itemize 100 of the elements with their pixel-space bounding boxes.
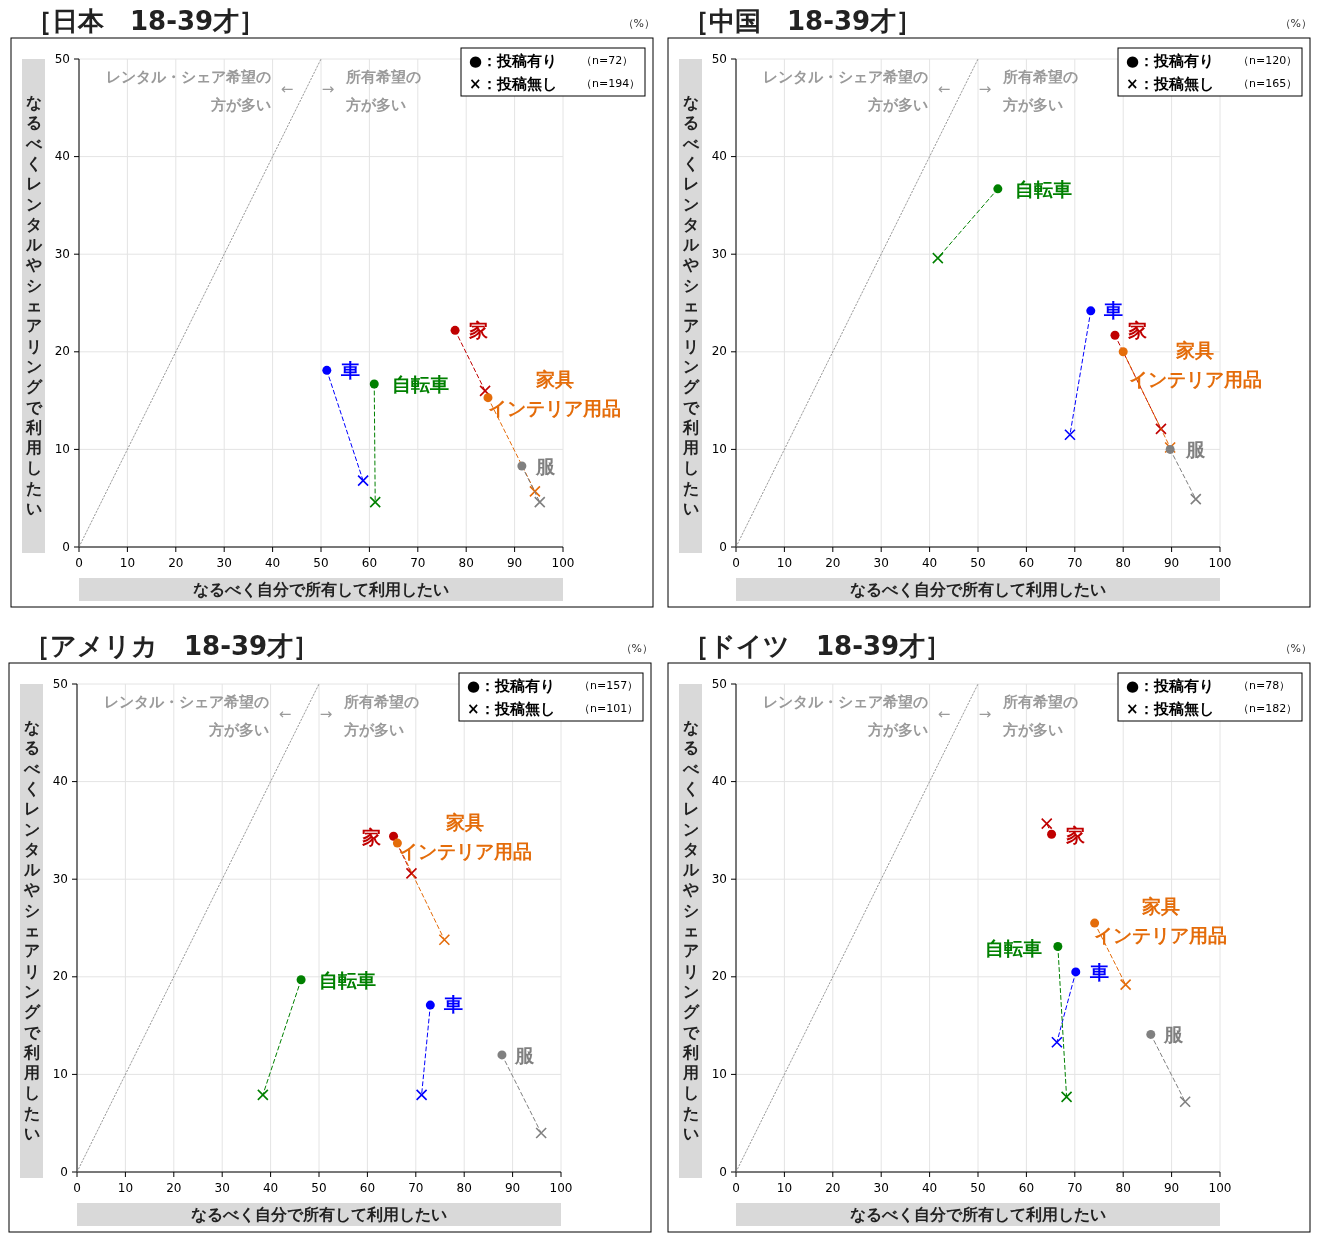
x-tick-label: 50 <box>311 1180 327 1195</box>
annotation: レンタル・シェア希望の <box>104 692 269 711</box>
text: （n=78） <box>1238 679 1291 692</box>
series-label: 車 <box>340 358 361 381</box>
chart-title: ［アメリカ 18-39才］ <box>24 631 320 661</box>
point <box>369 496 382 508</box>
x-axis-title: なるべく自分で所有して利用したい <box>850 1204 1106 1224</box>
y-tick-label: 0 <box>62 539 70 554</box>
y-tick-label: 50 <box>54 51 70 66</box>
y-tick-label: 10 <box>711 441 727 456</box>
point <box>357 474 369 487</box>
series-label: 服 <box>1163 1022 1185 1045</box>
x-tick-label: 20 <box>825 1180 841 1195</box>
series-label: 自転車 <box>985 936 1043 959</box>
point <box>389 831 399 841</box>
annotation: ×：投稿無し <box>467 699 555 718</box>
point <box>1110 330 1120 340</box>
text: （n=165） <box>1238 77 1298 90</box>
point <box>1119 978 1132 991</box>
x-tick-label: 90 <box>1163 555 1180 570</box>
x-tick-label: 30 <box>214 1180 230 1195</box>
y-tick-label: 20 <box>52 969 68 984</box>
point <box>415 1089 428 1101</box>
text: （%） <box>1279 17 1312 30</box>
point <box>1086 306 1096 316</box>
series-label: 家具インテリア用品 <box>488 367 622 419</box>
x-tick-label: 100 <box>549 1180 573 1195</box>
x-tick-label: 0 <box>732 1180 740 1195</box>
y-tick-label: 40 <box>711 149 727 164</box>
point <box>1146 1029 1156 1039</box>
y-tick-label: 30 <box>711 246 727 261</box>
annotation: レンタル・シェア希望の <box>763 692 928 711</box>
y-tick-label: 50 <box>711 51 727 66</box>
text: （n=72） <box>581 54 634 67</box>
x-tick-label: 0 <box>732 555 740 570</box>
point <box>405 867 418 880</box>
annotation: → <box>321 79 335 98</box>
y-tick-label: 30 <box>52 871 68 886</box>
point <box>932 252 944 264</box>
annotation: 方が多い <box>345 95 406 114</box>
y-tick-label: 10 <box>52 1066 68 1081</box>
annotation: ×：投稿無し <box>1126 699 1214 718</box>
text: （n=157） <box>579 679 639 692</box>
point <box>533 496 546 508</box>
point <box>296 975 306 985</box>
point <box>369 379 379 389</box>
point <box>1118 347 1128 357</box>
series-label: 服 <box>1184 437 1206 460</box>
chart-title: ［中国 18-39才］ <box>683 6 923 36</box>
point <box>1060 1091 1073 1103</box>
x-tick-label: 50 <box>970 1180 986 1195</box>
point <box>257 1089 269 1101</box>
annotation: 方が多い <box>1002 720 1063 739</box>
y-tick-label: 40 <box>52 774 68 789</box>
x-tick-label: 90 <box>1163 1180 1180 1195</box>
x-tick-label: 50 <box>313 555 329 570</box>
x-tick-label: 10 <box>776 1180 793 1195</box>
x-axis-title: なるべく自分で所有して利用したい <box>193 579 449 599</box>
point <box>993 184 1003 194</box>
point <box>479 385 491 397</box>
x-tick-label: 0 <box>73 1180 81 1195</box>
x-tick-label: 10 <box>119 555 136 570</box>
point <box>535 1127 547 1139</box>
x-tick-label: 80 <box>1115 555 1131 570</box>
point <box>438 933 451 946</box>
annotation: ●：投稿有り <box>1126 51 1215 70</box>
series-label: 自転車 <box>391 372 449 395</box>
x-tick-label: 10 <box>117 1180 134 1195</box>
x-tick-label: 10 <box>776 555 793 570</box>
chart-title: ［ドイツ 18-39才］ <box>683 631 952 661</box>
point <box>1071 967 1081 977</box>
series-label: 家 <box>1065 823 1086 846</box>
annotation: レンタル・シェア希望の <box>106 67 271 86</box>
y-tick-label: 0 <box>60 1164 68 1179</box>
series-label: 家 <box>361 825 382 848</box>
series-label: 服 <box>514 1043 536 1066</box>
series-label: 家 <box>1127 318 1148 341</box>
x-tick-label: 100 <box>551 555 575 570</box>
x-tick-label: 30 <box>216 555 232 570</box>
y-tick-label: 10 <box>711 1066 727 1081</box>
series-label: 車 <box>1103 298 1124 321</box>
text: （n=120） <box>1238 54 1298 67</box>
y-tick-label: 0 <box>719 539 727 554</box>
x-tick-label: 40 <box>921 1180 938 1195</box>
point <box>392 838 402 848</box>
annotation: ×：投稿無し <box>1126 74 1214 93</box>
x-tick-label: 60 <box>359 1180 376 1195</box>
x-tick-label: 40 <box>921 555 938 570</box>
x-tick-label: 80 <box>456 1180 472 1195</box>
y-tick-label: 0 <box>719 1164 727 1179</box>
annotation: ← <box>278 704 292 723</box>
annotation: 所有希望の <box>1002 692 1078 711</box>
y-tick-label: 50 <box>52 676 68 691</box>
x-tick-label: 20 <box>825 555 841 570</box>
series-label: 車 <box>1089 960 1110 983</box>
annotation: 方が多い <box>1002 95 1063 114</box>
x-tick-label: 30 <box>873 555 889 570</box>
text: （n=182） <box>1238 702 1298 715</box>
x-axis-title: なるべく自分で所有して利用したい <box>191 1204 447 1224</box>
point <box>1040 817 1053 830</box>
